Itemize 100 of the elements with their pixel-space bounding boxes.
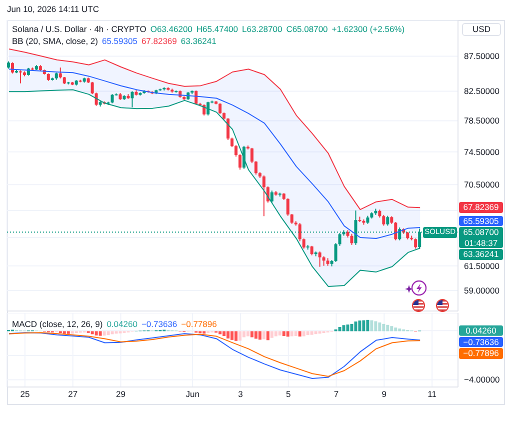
bar [254,331,258,339]
y-tick-label: 82.50000 [464,86,500,96]
annotation: O63.46200 [150,24,192,34]
x-tick-label: 7 [334,389,339,400]
line-series [8,48,421,210]
bar [378,322,382,332]
candlestick [318,251,322,268]
bar [306,331,310,336]
bar [106,331,110,336]
candlestick [386,215,390,226]
candlestick [302,238,306,250]
candlestick [206,101,210,116]
bar [66,331,70,334]
annotation: −0.77896 [181,319,217,330]
annotation: H65.47400 [196,24,238,34]
bar [386,324,390,332]
y-tick-label: 61.50000 [464,260,500,271]
bar [398,328,402,332]
bar [246,331,250,336]
candlestick [298,222,302,242]
bar [342,325,346,332]
y-tick-label: 70.50000 [464,180,500,190]
annotation: 0.04260 [106,319,138,330]
bar [346,324,350,332]
bar [358,320,362,332]
bar [202,331,206,334]
bar [354,321,358,332]
y-tick-label: −4.00000 [464,374,500,385]
candlestick [110,94,114,104]
bar [94,331,98,336]
bar [102,331,106,336]
text: MACD (close, 12, 26, 9) [12,319,103,330]
bar [338,326,342,332]
bar [318,331,322,334]
bar [70,331,74,334]
bar [238,331,242,341]
line-series [8,68,421,240]
annotation: +1.62300 (+2.56%) [332,24,405,34]
candlestick [90,81,94,95]
bar [390,326,394,332]
x-tick-label: 5 [286,389,292,400]
bar [234,331,238,341]
annotation: L63.28700 [242,24,282,34]
bar [242,331,246,338]
bar [278,331,282,336]
text: 01:48:37 [464,238,498,248]
candlestick [322,256,326,266]
bar [98,331,102,336]
bar [250,331,254,338]
bar [218,331,222,334]
candlestick [262,174,266,217]
bar [222,331,226,336]
x-tick-label: 29 [116,389,126,400]
y-tick-label: 78.50000 [464,116,500,126]
legend-title: BB (20, SMA, close, 2) [12,36,98,46]
candlestick [218,102,222,114]
x-tick-label: 3 [238,389,244,400]
candlestick [334,242,338,262]
candlestick [58,67,62,79]
bar [270,331,274,338]
text: 65.59305 [463,216,499,226]
ref-line-label: 65.08700 [463,227,499,238]
candlestick [270,190,274,204]
text: −0.77896 [463,348,499,358]
annotation: −0.73636 [141,319,178,330]
candlestick [394,222,398,241]
y-axis-title: USD [472,24,490,34]
bar [298,331,302,337]
bar [226,331,230,338]
candlestick [414,238,418,250]
candlestick [230,137,234,148]
x-tick-label: 11 [428,389,437,400]
bar [382,324,386,332]
bar [110,331,114,334]
bar [370,320,374,332]
y-tick-label: 59.00000 [464,285,500,296]
bar [314,331,318,334]
x-tick-label: Jun [186,389,200,400]
bar [366,320,370,332]
annotation: 67.82369 [141,36,177,46]
candlestick [238,154,242,170]
x-tick-label: 9 [382,389,387,400]
bar [394,328,398,332]
annotation: C65.08700 [286,24,328,34]
annotation: 65.59305 [102,36,138,46]
candlestick [234,144,238,158]
text: 63.36241 [463,249,499,260]
text: Solana / U.S. Dollar · 4h · CRYPTO [12,24,146,34]
candlestick [254,160,258,176]
text: −0.73636 [463,336,499,347]
x-tick-label: 25 [20,389,30,400]
y-tick-label: 74.50000 [464,146,500,157]
bar [258,331,262,340]
text: Jun 10, 2026 14:11 UTC [7,4,99,14]
candlestick [350,233,354,246]
bar [362,320,366,332]
bar [114,331,118,334]
bar [286,331,290,337]
text: 67.82369 [463,202,499,212]
bar [230,331,234,340]
